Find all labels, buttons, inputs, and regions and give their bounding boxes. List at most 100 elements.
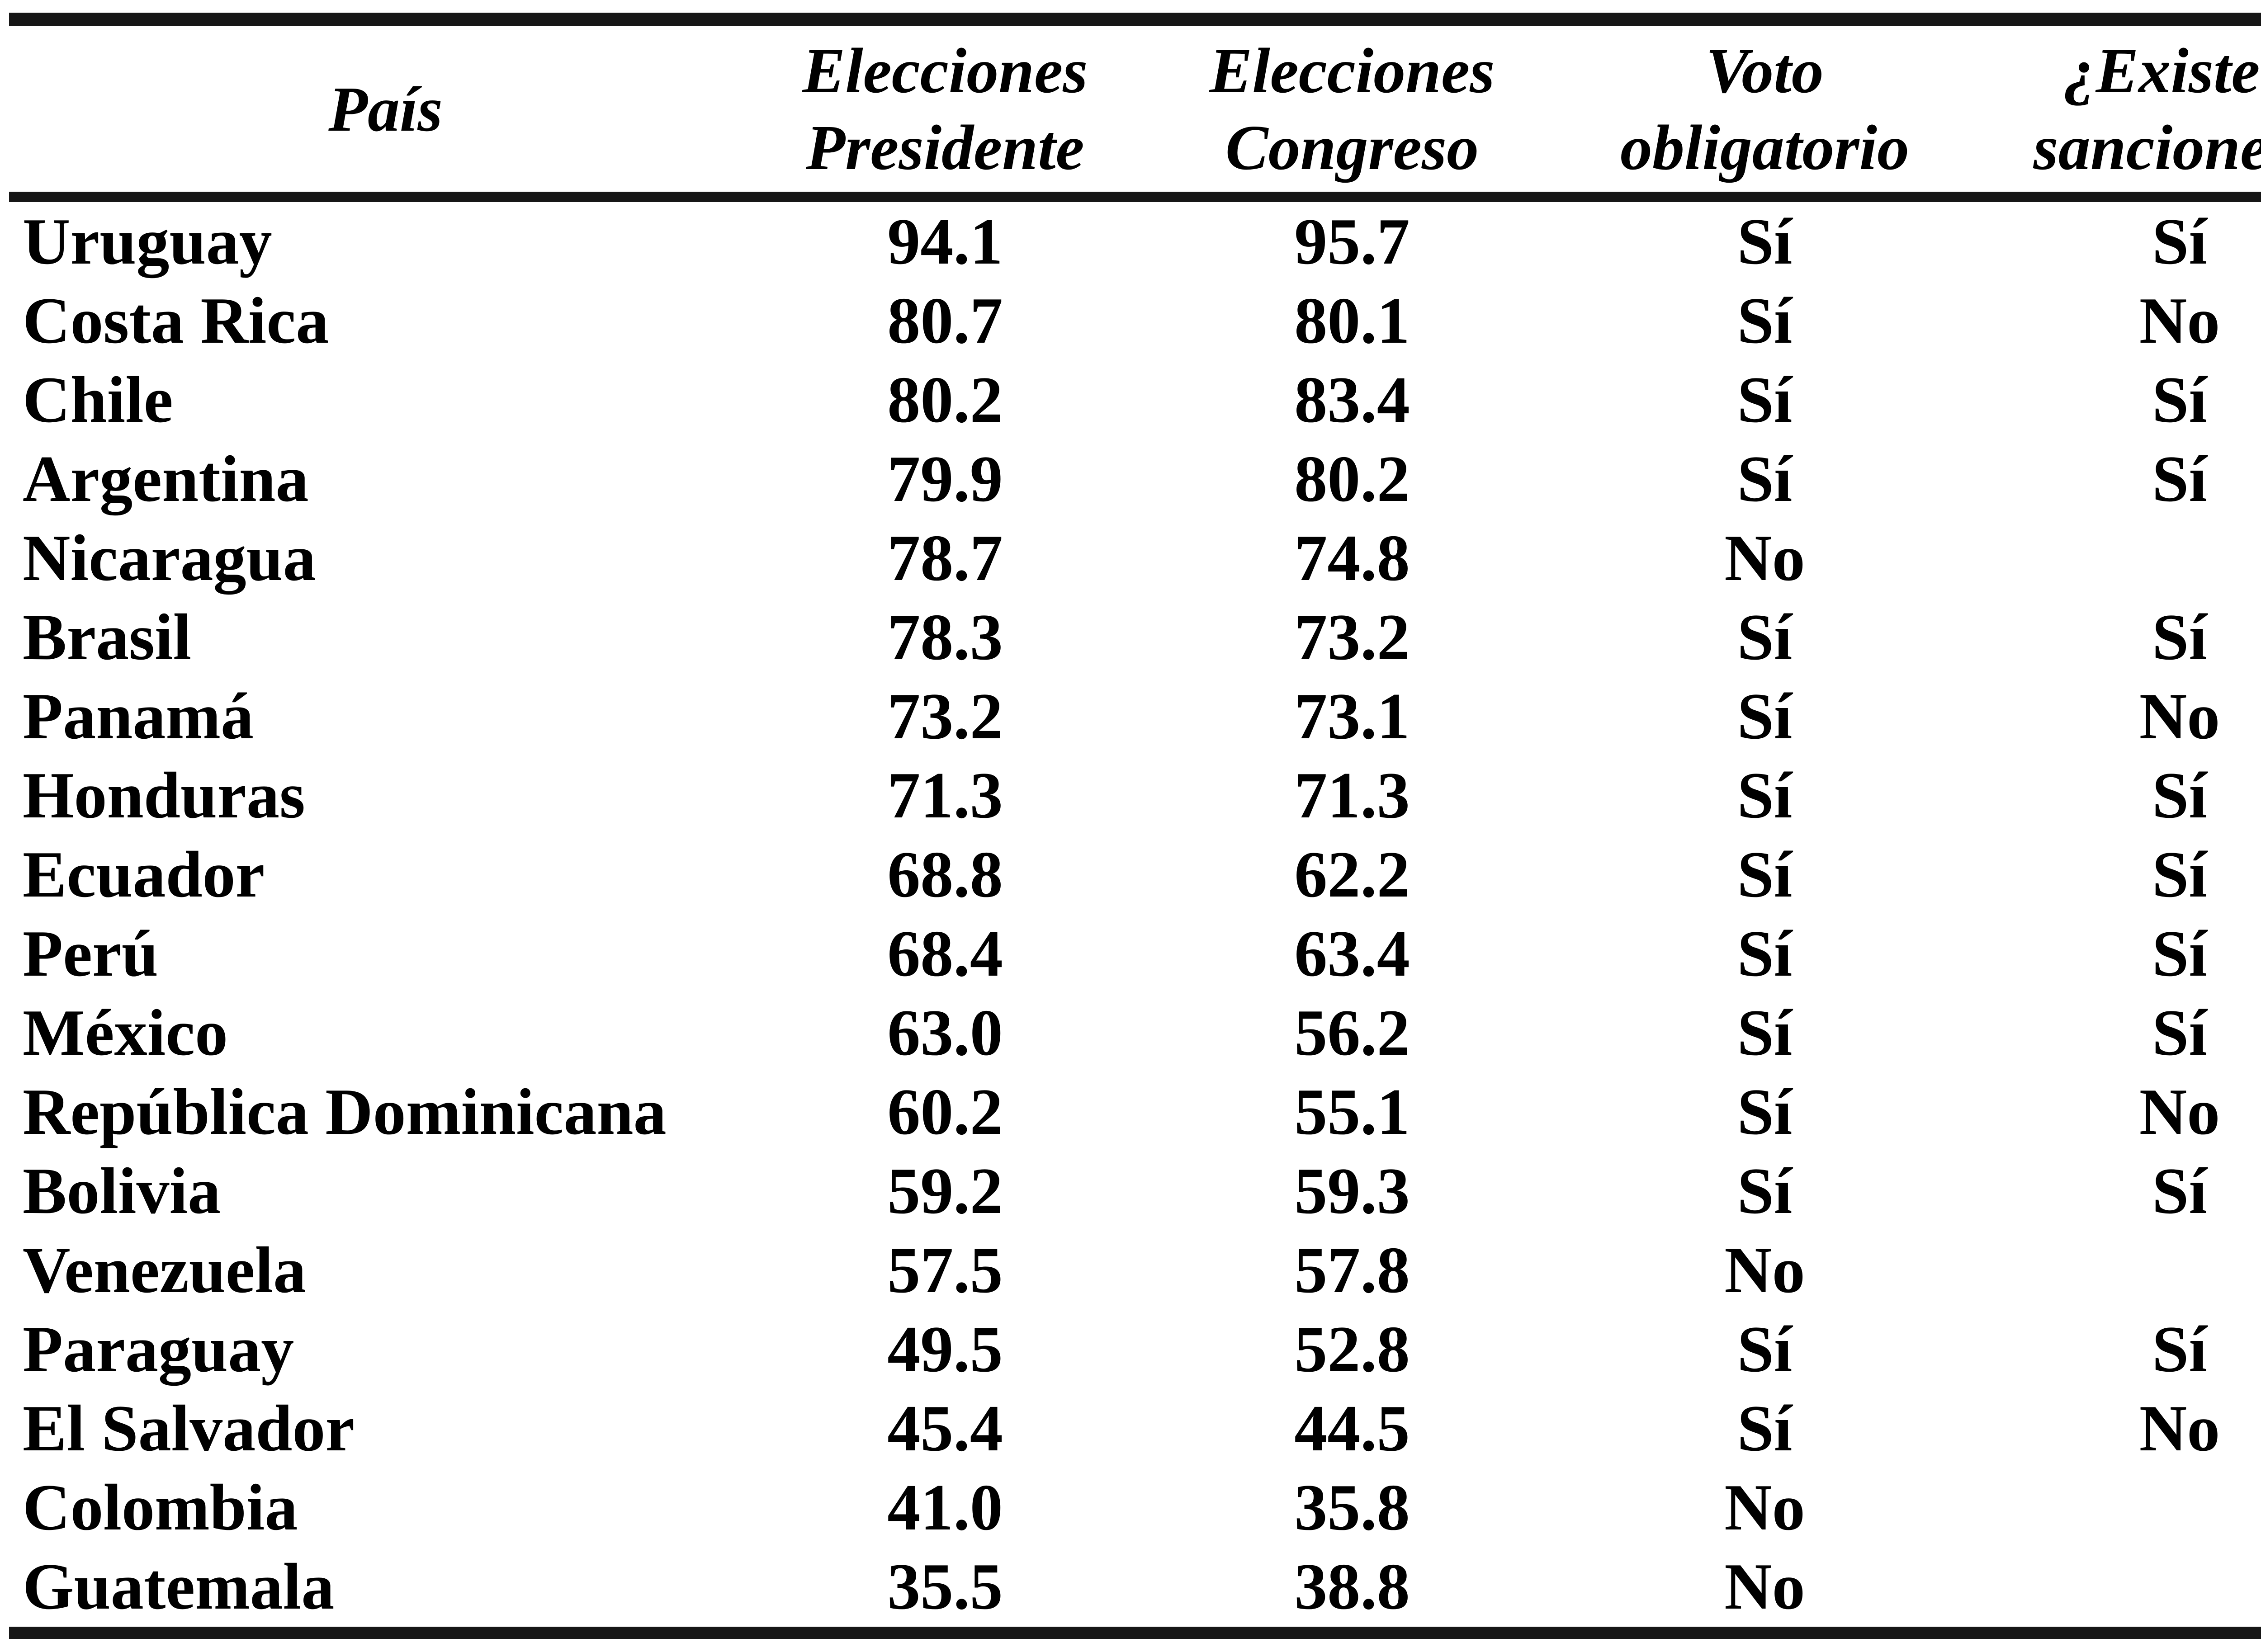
cell-pais: Panamá bbox=[23, 680, 254, 753]
cell-pais: Brasil bbox=[23, 600, 192, 674]
cell-elecciones-congreso: 63.4 bbox=[1294, 917, 1410, 990]
table-row: Colombia 41.0 35.8 No bbox=[0, 1468, 2261, 1547]
cell-existen-sanciones: Sí bbox=[2152, 996, 2207, 1069]
table-row: Ecuador 68.8 62.2 Sí Sí Sí bbox=[0, 835, 2261, 914]
cell-voto-obligatorio: Sí bbox=[1737, 1392, 1793, 1465]
cell-elecciones-presidente: 94.1 bbox=[887, 205, 1003, 278]
cell-elecciones-presidente: 60.2 bbox=[887, 1075, 1003, 1148]
cell-existen-sanciones: No bbox=[2139, 284, 2220, 357]
cell-elecciones-presidente: 68.4 bbox=[887, 917, 1003, 990]
bottom-rule bbox=[9, 1627, 2261, 1639]
cell-voto-obligatorio: No bbox=[1724, 1550, 1805, 1623]
header-separator-rule bbox=[9, 192, 2261, 202]
cell-voto-obligatorio: No bbox=[1724, 1471, 1805, 1544]
cell-elecciones-congreso: 80.1 bbox=[1294, 284, 1410, 357]
cell-existen-sanciones: Sí bbox=[2152, 838, 2207, 911]
cell-elecciones-presidente: 73.2 bbox=[887, 680, 1003, 753]
table-row: República Dominicana 60.2 55.1 Sí No bbox=[0, 1072, 2261, 1152]
top-rule bbox=[9, 13, 2261, 26]
cell-pais: Colombia bbox=[23, 1471, 298, 1544]
cell-pais: Paraguay bbox=[23, 1312, 294, 1386]
cell-existen-sanciones: Sí bbox=[2152, 917, 2207, 990]
cell-pais: Argentina bbox=[23, 442, 309, 515]
cell-existen-sanciones bbox=[1944, 1231, 2261, 1310]
cell-elecciones-presidente: 57.5 bbox=[887, 1233, 1003, 1307]
cell-elecciones-congreso: 44.5 bbox=[1294, 1392, 1410, 1465]
table-row: Paraguay 49.5 52.8 Sí Sí No bbox=[0, 1310, 2261, 1389]
cell-voto-obligatorio: Sí bbox=[1737, 205, 1793, 278]
cell-elecciones-congreso: 59.3 bbox=[1294, 1154, 1410, 1227]
cell-elecciones-presidente: 41.0 bbox=[887, 1471, 1003, 1544]
cell-voto-obligatorio: Sí bbox=[1737, 600, 1793, 674]
cell-pais: Honduras bbox=[23, 759, 305, 832]
cell-voto-obligatorio: Sí bbox=[1737, 759, 1793, 832]
cell-elecciones-congreso: 55.1 bbox=[1294, 1075, 1410, 1148]
table-row: Bolivia 59.2 59.3 Sí Sí No bbox=[0, 1152, 2261, 1231]
table-row: Brasil 78.3 73.2 Sí Sí No bbox=[0, 598, 2261, 677]
header-elecciones-congreso: Elecciones Congreso bbox=[1209, 34, 1495, 183]
cell-elecciones-congreso: 95.7 bbox=[1294, 205, 1410, 278]
cell-existen-sanciones: Sí bbox=[2152, 1312, 2207, 1386]
table-row: Venezuela 57.5 57.8 No bbox=[0, 1231, 2261, 1310]
cell-pais: México bbox=[23, 996, 228, 1069]
table-row: Panamá 73.2 73.1 Sí No bbox=[0, 677, 2261, 756]
cell-pais: República Dominicana bbox=[23, 1075, 667, 1148]
cell-voto-obligatorio: Sí bbox=[1737, 1312, 1793, 1386]
cell-elecciones-congreso: 83.4 bbox=[1294, 363, 1410, 436]
cell-existen-sanciones: Sí bbox=[2152, 363, 2207, 436]
cell-elecciones-congreso: 52.8 bbox=[1294, 1312, 1410, 1386]
table-row: Costa Rica 80.7 80.1 Sí No bbox=[0, 281, 2261, 360]
cell-pais: Chile bbox=[23, 363, 173, 436]
header-existen-sanciones: ¿Existen sanciones? bbox=[2033, 34, 2261, 183]
header-row: País Elecciones Presidente Elecciones Co… bbox=[0, 26, 2261, 202]
table-row: Perú 68.4 63.4 Sí Sí Sí bbox=[0, 914, 2261, 993]
cell-pais: Bolivia bbox=[23, 1154, 221, 1227]
cell-existen-sanciones: Sí bbox=[2152, 1154, 2207, 1227]
cell-existen-sanciones: Sí bbox=[2152, 205, 2207, 278]
cell-elecciones-presidente: 79.9 bbox=[887, 442, 1003, 515]
cell-pais: Uruguay bbox=[23, 205, 272, 278]
cell-voto-obligatorio: No bbox=[1724, 521, 1805, 595]
table-row: El Salvador 45.4 44.5 Sí No bbox=[0, 1389, 2261, 1468]
cell-elecciones-presidente: 45.4 bbox=[887, 1392, 1003, 1465]
cell-elecciones-presidente: 63.0 bbox=[887, 996, 1003, 1069]
table-body: Uruguay 94.1 95.7 Sí Sí Sí Costa Rica 80… bbox=[0, 202, 2261, 1626]
cell-elecciones-congreso: 73.1 bbox=[1294, 680, 1410, 753]
cell-existen-sanciones: Sí bbox=[2152, 600, 2207, 674]
cell-elecciones-congreso: 35.8 bbox=[1294, 1471, 1410, 1544]
cell-existen-sanciones: Sí bbox=[2152, 759, 2207, 832]
cell-existen-sanciones bbox=[1944, 1547, 2261, 1626]
cell-elecciones-congreso: 56.2 bbox=[1294, 996, 1410, 1069]
cell-pais: El Salvador bbox=[23, 1392, 355, 1465]
table-row: Honduras 71.3 71.3 Sí Sí No bbox=[0, 756, 2261, 835]
header-pais-label: País bbox=[328, 73, 443, 145]
cell-elecciones-congreso: 38.8 bbox=[1294, 1550, 1410, 1623]
cell-existen-sanciones: No bbox=[2139, 680, 2220, 753]
cell-voto-obligatorio: Sí bbox=[1737, 442, 1793, 515]
cell-voto-obligatorio: Sí bbox=[1737, 838, 1793, 911]
cell-existen-sanciones bbox=[1944, 1468, 2261, 1547]
cell-elecciones-congreso: 71.3 bbox=[1294, 759, 1410, 832]
cell-elecciones-congreso: 80.2 bbox=[1294, 442, 1410, 515]
cell-elecciones-presidente: 68.8 bbox=[887, 838, 1003, 911]
header-voto-obligatorio: Voto obligatorio bbox=[1620, 34, 1910, 183]
cell-pais: Perú bbox=[23, 917, 158, 990]
header-elecciones-presidente: Elecciones Presidente bbox=[802, 34, 1088, 183]
cell-elecciones-presidente: 35.5 bbox=[887, 1550, 1003, 1623]
cell-pais: Costa Rica bbox=[23, 284, 329, 357]
cell-voto-obligatorio: Sí bbox=[1737, 996, 1793, 1069]
cell-voto-obligatorio: Sí bbox=[1737, 917, 1793, 990]
cell-existen-sanciones: No bbox=[2139, 1392, 2220, 1465]
cell-existen-sanciones: Sí bbox=[2152, 442, 2207, 515]
cell-elecciones-presidente: 59.2 bbox=[887, 1154, 1003, 1227]
cell-pais: Venezuela bbox=[23, 1233, 307, 1307]
cell-elecciones-presidente: 78.7 bbox=[887, 521, 1003, 595]
table-row: Guatemala 35.5 38.8 No bbox=[0, 1547, 2261, 1626]
cell-voto-obligatorio: Sí bbox=[1737, 1154, 1793, 1227]
cell-elecciones-presidente: 71.3 bbox=[887, 759, 1003, 832]
cell-elecciones-presidente: 80.2 bbox=[887, 363, 1003, 436]
cell-elecciones-presidente: 78.3 bbox=[887, 600, 1003, 674]
cell-existen-sanciones: No bbox=[2139, 1075, 2220, 1148]
table-row: Nicaragua 78.7 74.8 No bbox=[0, 519, 2261, 598]
